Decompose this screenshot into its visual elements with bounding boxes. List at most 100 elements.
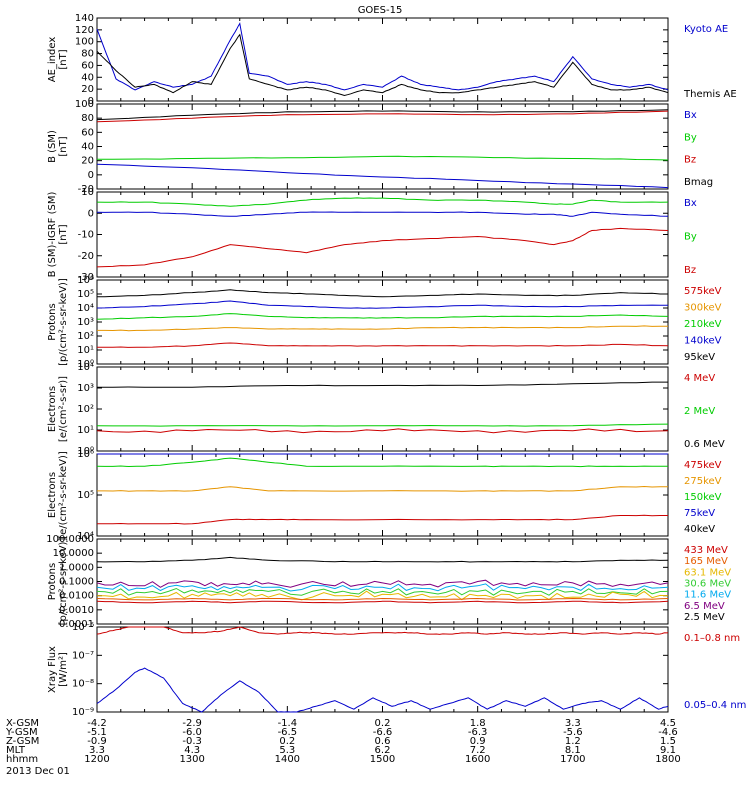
x-row-value: 1700	[560, 754, 585, 765]
y-tick-label: 1.0000	[59, 562, 94, 573]
x-row-label: X-GSM	[6, 718, 39, 729]
panel-xray: 10⁻⁹ 10⁻⁸ 10⁻⁷ 10⁻⁶ Xray Flux [W/m²] 0.1–0.8 n…	[47, 622, 746, 718]
panel-frame	[96, 17, 669, 102]
y-tick-label: 10²	[77, 404, 94, 415]
x-row-value: 4.3	[184, 745, 200, 756]
legend-entry: 95keV	[684, 352, 715, 363]
x-row-value: 1500	[370, 754, 395, 765]
x-row-label: hhmm	[6, 754, 38, 765]
y-axis-label: B (SM)-IGRF (SM)	[47, 192, 58, 278]
y-tick-label: 10⁻⁸	[72, 679, 94, 690]
x-row-value: 9.1	[660, 745, 676, 756]
legend-entry: 0.1–0.8 nm	[684, 633, 740, 644]
series-line-0-1-0-8-nm	[96, 626, 669, 635]
series-line-bz	[96, 227, 669, 268]
y-tick-label: 0.0001	[59, 619, 94, 630]
x-row-value: 0.9	[470, 736, 486, 747]
y-axis-label: Protons	[47, 303, 58, 340]
series-line-0-6-mev	[97, 381, 668, 388]
x-row-label: Z-GSM	[6, 736, 39, 747]
y-tick-label: 10⁶	[77, 449, 94, 460]
y-tick-label: 10³	[77, 383, 94, 394]
y-axis-label: Xray Flux	[47, 646, 58, 693]
legend-entry: 275keV	[684, 476, 722, 487]
series-line-themis-ae	[96, 33, 669, 97]
y-tick-label: 10⁴	[77, 531, 94, 542]
x-row-value: 1200	[84, 754, 109, 765]
series-line-11-6-mev	[96, 583, 669, 592]
series-line-bz	[96, 110, 669, 123]
y-tick-label: 10¹	[77, 345, 94, 356]
legend-entry: Bx	[684, 198, 697, 209]
x-row-value: 0.6	[375, 736, 391, 747]
x-row-value: -6.3	[468, 727, 488, 738]
series-line-2-5-mev	[96, 556, 669, 563]
x-row-value: 1300	[179, 754, 204, 765]
legend-entry: Kyoto AE	[684, 24, 728, 35]
x-row-value: 4.5	[660, 718, 676, 729]
x-row-value: 1.5	[660, 736, 676, 747]
y-tick-label: 60	[81, 60, 94, 71]
x-row-value: -1.4	[278, 718, 298, 729]
y-axis-label: Electrons	[47, 472, 58, 518]
x-row-value: -4.2	[87, 718, 107, 729]
panel-frame	[96, 191, 669, 278]
legend-entry: Bmag	[684, 177, 713, 188]
y-tick-label: 10⁵	[77, 289, 94, 300]
x-row-value: 8.1	[565, 745, 581, 756]
x-row-value: -5.1	[87, 727, 107, 738]
x-row-value: 3.3	[89, 745, 105, 756]
y-tick-label: 10⁶	[77, 275, 94, 286]
x-row-value: -0.3	[182, 736, 202, 747]
series-line-by	[96, 155, 669, 161]
y-tick-label: 10³	[77, 317, 94, 328]
x-row-value: 1.2	[565, 736, 581, 747]
y-axis-label: AE_index	[47, 37, 58, 83]
y-tick-label: 10²	[77, 331, 94, 342]
x-row-value: 6.2	[375, 745, 391, 756]
legend-entry: 6.5 MeV	[684, 601, 725, 612]
figure-title: GOES-15	[358, 5, 403, 16]
y-tick-label: 10⁻⁶	[72, 622, 94, 633]
y-tick-label: 100	[75, 99, 94, 110]
legend-entry: Bz	[684, 155, 696, 166]
legend-entry: 11.6 MeV	[684, 590, 731, 601]
y-tick-label: 10⁵	[77, 490, 94, 501]
x-row-value: 0.2	[375, 718, 391, 729]
y-axis-label: Protons	[47, 563, 58, 600]
y-tick-label: 0.1000	[59, 577, 94, 588]
y-tick-label: -20	[78, 184, 94, 195]
y-tick-label: -10	[78, 230, 94, 241]
x-row-value: 1800	[655, 754, 680, 765]
y-axis-label: Electrons	[47, 386, 58, 432]
x-row-value: -5.6	[563, 727, 583, 738]
series-line-6-5-mev	[96, 579, 669, 588]
series-line-300kev	[97, 325, 668, 332]
legend-entry: 0.6 MeV	[684, 439, 725, 450]
x-axis-block: X-GSM -4.2 -2.9 -1.4 0.2 1.8 3.3 4.5 Y-GSM -5.1 -6…	[5, 718, 681, 765]
legend-entry: 300keV	[684, 303, 722, 314]
legend-entry: Themis AE	[683, 89, 737, 100]
legend-entry: 40keV	[684, 524, 715, 535]
series-line-140kev	[96, 300, 669, 309]
x-row-value: -6.5	[278, 727, 298, 738]
y-tick-label: -20	[78, 251, 94, 262]
series-line-0-05-0-4-nm	[96, 667, 669, 713]
y-axis-label: [p/(cm²-s-sr-keV)]	[58, 538, 69, 626]
y-tick-label: 60	[81, 127, 94, 138]
y-tick-label: 20	[81, 84, 94, 95]
y-tick-label: 80	[81, 113, 94, 124]
y-tick-label: 10⁻⁷	[72, 650, 94, 661]
series-line-95kev	[96, 289, 668, 298]
y-axis-label: [W/m²]	[58, 652, 69, 687]
x-row-value: 0.2	[279, 736, 295, 747]
y-tick-label: 10⁰	[77, 359, 94, 370]
legend-entry: 0.05–0.4 nm	[684, 700, 746, 711]
y-tick-label: 40	[81, 142, 94, 153]
y-tick-label: 140	[75, 13, 94, 24]
y-tick-label: 10⁴	[77, 303, 94, 314]
series-line-275kev	[97, 485, 668, 492]
